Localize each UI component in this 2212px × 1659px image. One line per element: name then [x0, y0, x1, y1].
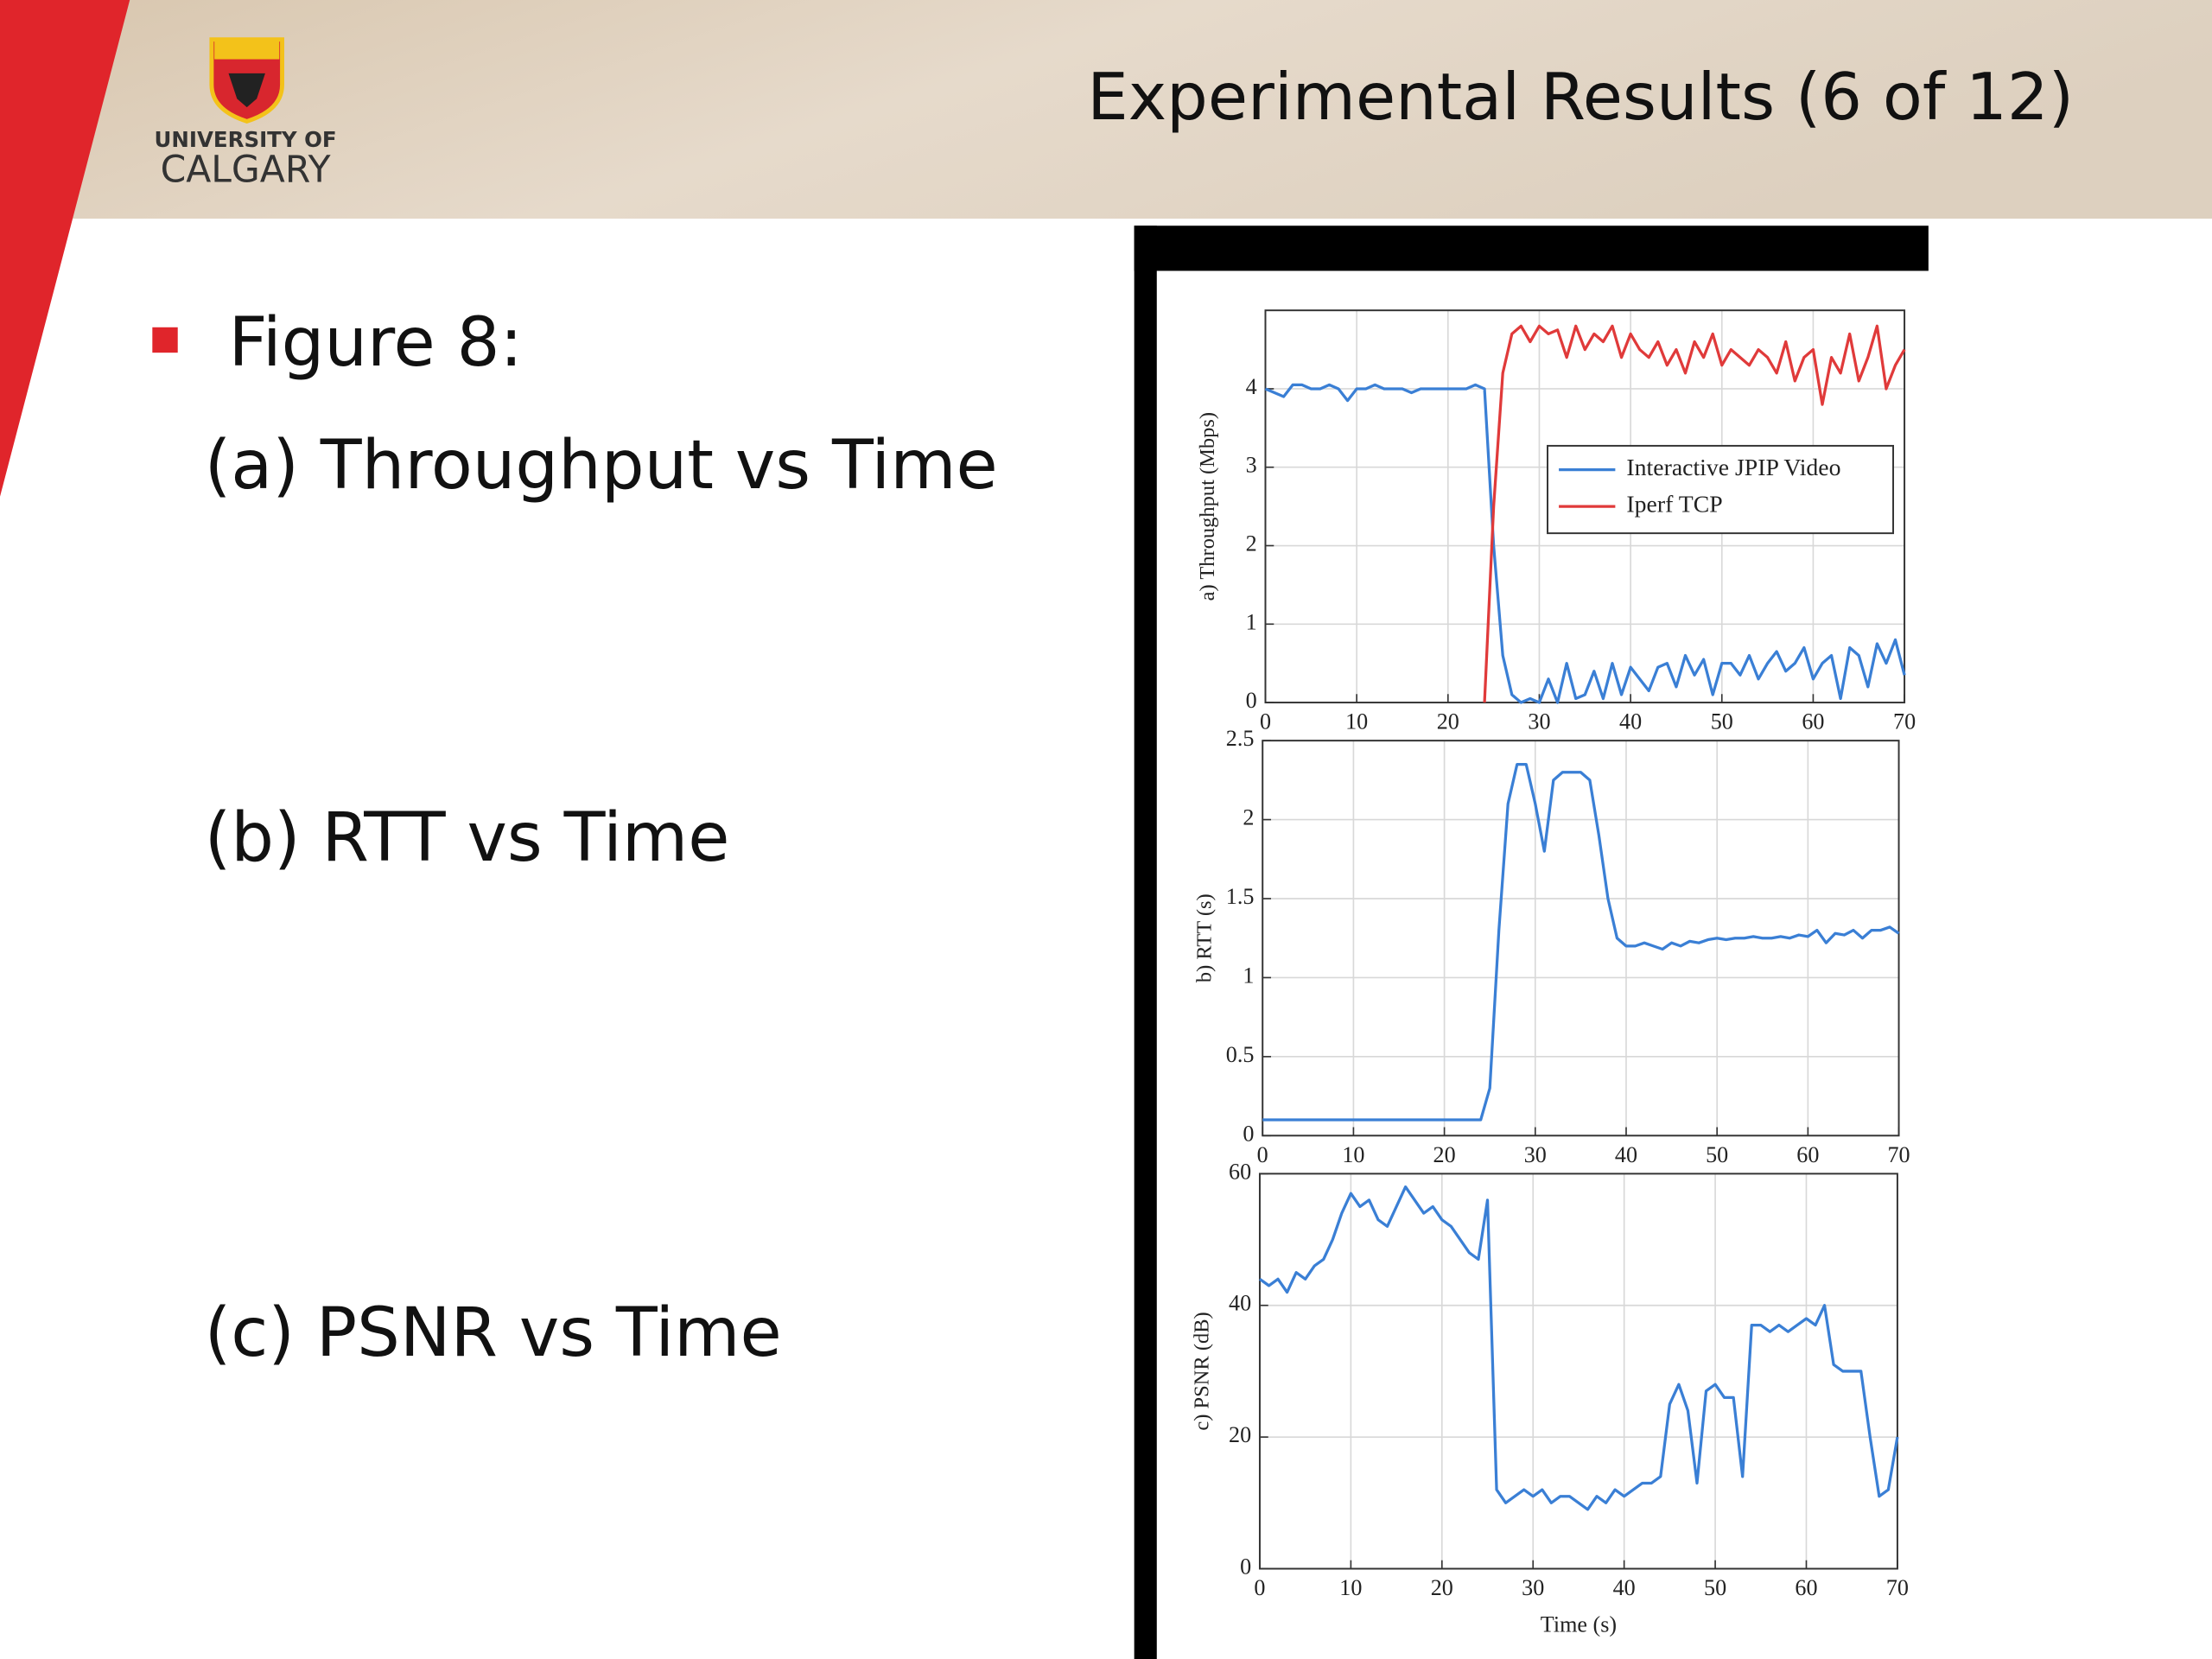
x-tick-label: 20	[1433, 1142, 1456, 1167]
x-tick-label: 40	[1615, 1142, 1637, 1167]
logo	[209, 37, 284, 124]
legend-label: Interactive JPIP Video	[1626, 454, 1840, 481]
data-line	[1483, 324, 1906, 703]
y-tick-label: 3	[1246, 453, 1257, 478]
y-axis-label: c) PSNR (dB)	[1190, 1312, 1213, 1430]
bullet-text: (c) PSNR vs Time	[205, 1294, 782, 1372]
x-tick-label: 70	[1887, 1142, 1910, 1167]
y-tick-label: 4	[1246, 374, 1257, 399]
x-tick-label: 70	[1893, 709, 1916, 734]
y-axis-label: a) Throughput (Mbps)	[1196, 412, 1219, 601]
y-tick-label: 2	[1243, 805, 1254, 830]
red-stripe	[0, 0, 130, 497]
x-tick-label: 60	[1796, 1142, 1819, 1167]
y-tick-label: 60	[1229, 1159, 1251, 1184]
x-axis-label: Time (s)	[1541, 1611, 1617, 1637]
x-tick-label: 20	[1437, 709, 1459, 734]
y-tick-label: 0	[1240, 1554, 1251, 1580]
plot-frame	[1258, 1173, 1898, 1570]
x-tick-label: 30	[1528, 709, 1550, 734]
bullet-text: (b) RTT vs Time	[205, 798, 730, 877]
data-line	[1259, 1185, 1899, 1511]
y-tick-label: 40	[1229, 1291, 1251, 1316]
x-tick-label: 0	[1254, 1575, 1265, 1600]
y-tick-label: 20	[1229, 1422, 1251, 1447]
x-tick-label: 0	[1257, 1142, 1268, 1167]
x-tick-label: 60	[1795, 1575, 1817, 1600]
data-line	[1262, 762, 1900, 1122]
plot-frame	[1262, 740, 1900, 1137]
x-tick-label: 40	[1619, 709, 1642, 734]
plot-frame	[1264, 309, 1906, 704]
y-tick-label: 2	[1246, 531, 1257, 556]
y-tick-label: 0	[1243, 1121, 1254, 1146]
x-tick-label: 10	[1345, 709, 1368, 734]
y-axis-label: b) RTT (s)	[1193, 893, 1217, 982]
x-tick-label: 30	[1524, 1142, 1547, 1167]
x-tick-label: 70	[1886, 1575, 1909, 1600]
bullet-text: Figure 8:	[228, 303, 522, 382]
x-tick-label: 50	[1711, 709, 1733, 734]
logo-line1: UNIVERSITY OF	[155, 127, 337, 152]
bullet-text: (a) Throughput vs Time	[205, 426, 998, 505]
figure-frame-left	[1134, 226, 1157, 1659]
x-tick-label: 60	[1802, 709, 1824, 734]
figure-frame-top	[1134, 226, 1929, 271]
x-tick-label: 10	[1342, 1142, 1364, 1167]
y-tick-label: 1	[1246, 609, 1257, 634]
header-band	[0, 0, 2212, 219]
x-tick-label: 30	[1522, 1575, 1544, 1600]
x-tick-label: 50	[1704, 1575, 1726, 1600]
slide-title: Experimental Results (6 of 12)	[1087, 59, 2074, 135]
legend-label: Iperf TCP	[1626, 491, 1722, 518]
x-tick-label: 10	[1339, 1575, 1362, 1600]
y-tick-label: 1	[1243, 963, 1254, 988]
y-tick-label: 0	[1246, 688, 1257, 713]
y-tick-label: 0.5	[1226, 1042, 1255, 1067]
x-tick-label: 50	[1706, 1142, 1728, 1167]
y-tick-label: 1.5	[1226, 884, 1255, 909]
x-tick-label: 40	[1613, 1575, 1636, 1600]
bullet-marker	[152, 327, 178, 353]
y-tick-label: 2.5	[1226, 726, 1255, 751]
x-tick-label: 0	[1260, 709, 1271, 734]
legend-box	[1547, 444, 1894, 535]
logo-line2: CALGARY	[161, 149, 331, 192]
x-tick-label: 20	[1431, 1575, 1453, 1600]
data-line	[1264, 383, 1906, 704]
